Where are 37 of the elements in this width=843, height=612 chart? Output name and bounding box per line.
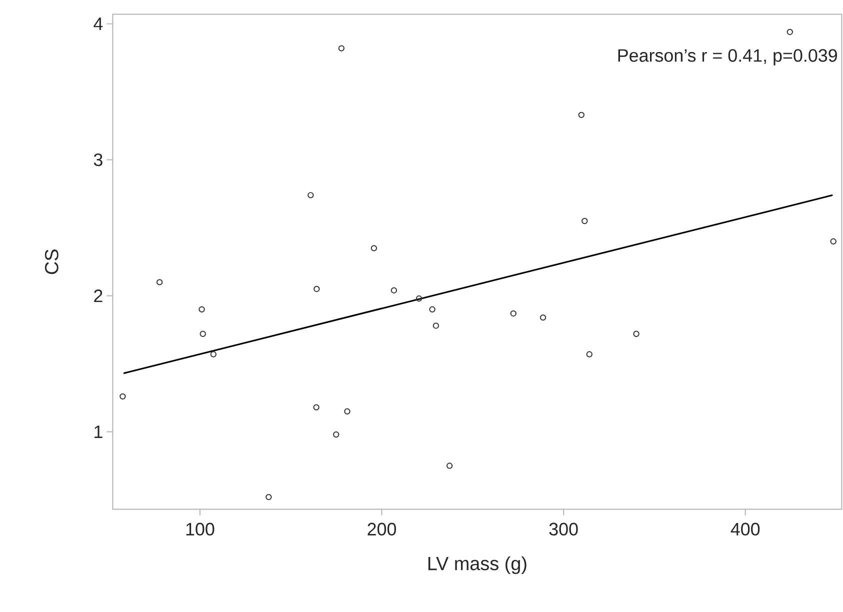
point <box>446 462 453 469</box>
point <box>416 295 422 302</box>
point <box>510 310 516 317</box>
point <box>338 45 345 52</box>
x-tick-label: 200 <box>368 522 396 536</box>
point <box>120 393 126 400</box>
annotation: Pearson’s r = 0.41, p=0.039 <box>618 49 837 66</box>
point <box>633 330 640 337</box>
y-tick-label: 1 <box>94 426 102 438</box>
x-tick-label: 100 <box>186 522 214 536</box>
point <box>582 218 588 224</box>
x-tick-label: 300 <box>549 522 578 536</box>
point <box>586 351 592 358</box>
y-tick-label: 3 <box>94 153 102 166</box>
point <box>370 245 378 252</box>
point <box>198 306 205 312</box>
point <box>786 28 793 36</box>
point <box>432 322 440 329</box>
point <box>333 431 340 438</box>
y-tick-label: 2 <box>94 290 102 302</box>
point <box>578 112 584 118</box>
point <box>540 314 546 321</box>
point <box>314 286 320 292</box>
point <box>830 238 836 244</box>
y-tick-label: 4 <box>94 18 103 30</box>
point <box>308 192 314 198</box>
point <box>200 330 206 337</box>
y-axis-title: CS <box>44 250 58 274</box>
point <box>313 404 320 410</box>
point <box>210 351 217 358</box>
x-axis-title: LV mass (g) <box>428 556 526 574</box>
point <box>429 306 436 312</box>
x-tick-label: 400 <box>730 522 760 536</box>
point <box>344 408 350 414</box>
point <box>156 279 163 286</box>
point <box>266 494 272 500</box>
point <box>390 287 398 294</box>
